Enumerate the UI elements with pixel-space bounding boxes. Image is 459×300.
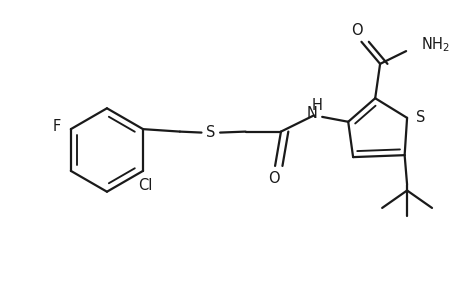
Text: S: S — [415, 110, 425, 125]
Text: O: O — [350, 23, 362, 38]
Text: F: F — [53, 119, 61, 134]
Text: Cl: Cl — [138, 178, 152, 193]
Text: NH$_2$: NH$_2$ — [420, 35, 449, 54]
Text: S: S — [205, 125, 214, 140]
Text: O: O — [268, 171, 280, 186]
Text: N: N — [306, 106, 317, 121]
Text: H: H — [311, 98, 322, 113]
